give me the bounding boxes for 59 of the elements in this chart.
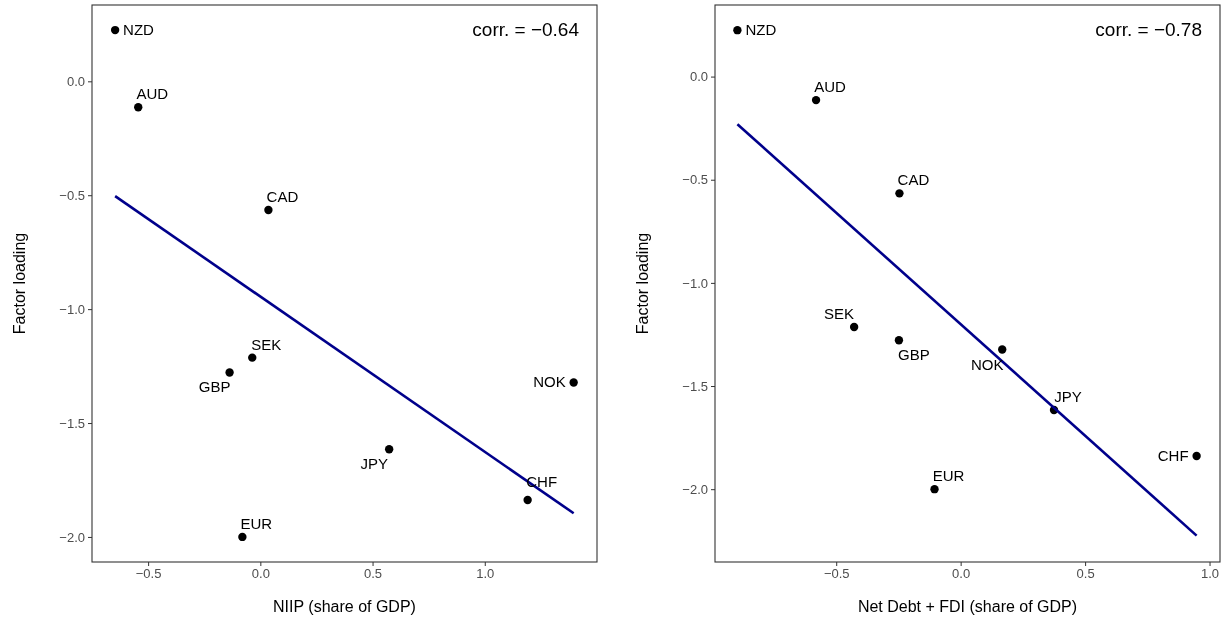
point [1191, 451, 1201, 461]
annotation: CHF [1157, 446, 1189, 464]
x-tick-label: −0.5 [135, 566, 162, 582]
annotation: SEK [823, 305, 854, 323]
annotation: corr. = −0.78 [1094, 19, 1202, 40]
y-tick-label: −1.0 [681, 275, 708, 291]
annotation: CAD [897, 171, 929, 189]
x-tick-label: 1.0 [1200, 566, 1219, 582]
y-tick-label: 0.0 [66, 73, 85, 89]
x-axis-title: NIIP (share of GDP) [273, 598, 416, 615]
point [248, 353, 257, 362]
point [569, 378, 578, 387]
point [894, 336, 903, 345]
y-tick-label: −2.0 [59, 529, 85, 545]
y-tick-label: 0.0 [689, 69, 708, 85]
x-tick-label: 0.0 [251, 566, 270, 582]
y-tick-label: −2.0 [681, 481, 708, 497]
point [134, 103, 143, 112]
annotation: GBP [897, 346, 930, 364]
annotation: NZD [744, 21, 776, 39]
annotation: EUR [932, 467, 965, 485]
y-tick-label: −0.5 [59, 187, 85, 203]
x-tick-label: 1.0 [476, 566, 495, 582]
point [894, 189, 904, 198]
y-tick-label: −1.5 [681, 378, 708, 394]
point [849, 322, 858, 332]
annotation: SEK [251, 335, 282, 353]
x-tick-label: −0.5 [823, 566, 850, 582]
y-axis-title: Factor loading [633, 232, 651, 335]
point [238, 532, 247, 542]
x-tick-label: 0.5 [1076, 566, 1095, 582]
point [997, 345, 1006, 354]
x-axis-title: Net Debt + FDI (share of GDP) [857, 598, 1077, 615]
y-axis-title: Factor loading [11, 232, 28, 335]
point [384, 445, 394, 454]
annotation: CHF [526, 473, 558, 491]
annotation: JPY [1053, 387, 1082, 405]
annotation: GBP [198, 378, 231, 396]
point [732, 25, 742, 35]
annotation: JPY [360, 455, 388, 473]
x-tick-label: 0.5 [364, 566, 383, 582]
annotation: AUD [136, 85, 169, 103]
annotation: NOK [533, 373, 566, 391]
point [264, 205, 273, 215]
point [523, 495, 532, 505]
x-tick-label: 0.0 [951, 566, 970, 582]
y-tick-label: −1.0 [59, 301, 85, 317]
y-tick-label: −1.5 [59, 415, 85, 431]
annotation: corr. = −0.64 [472, 19, 580, 40]
y-tick-label: −0.5 [681, 172, 708, 188]
point [110, 25, 120, 35]
point [929, 485, 939, 494]
point [811, 95, 820, 105]
point [225, 368, 234, 377]
annotation: NOK [970, 355, 1003, 373]
annotation: EUR [240, 514, 273, 532]
annotation: AUD [813, 78, 846, 96]
annotation: CAD [266, 188, 299, 206]
annotation: NZD [123, 21, 155, 39]
